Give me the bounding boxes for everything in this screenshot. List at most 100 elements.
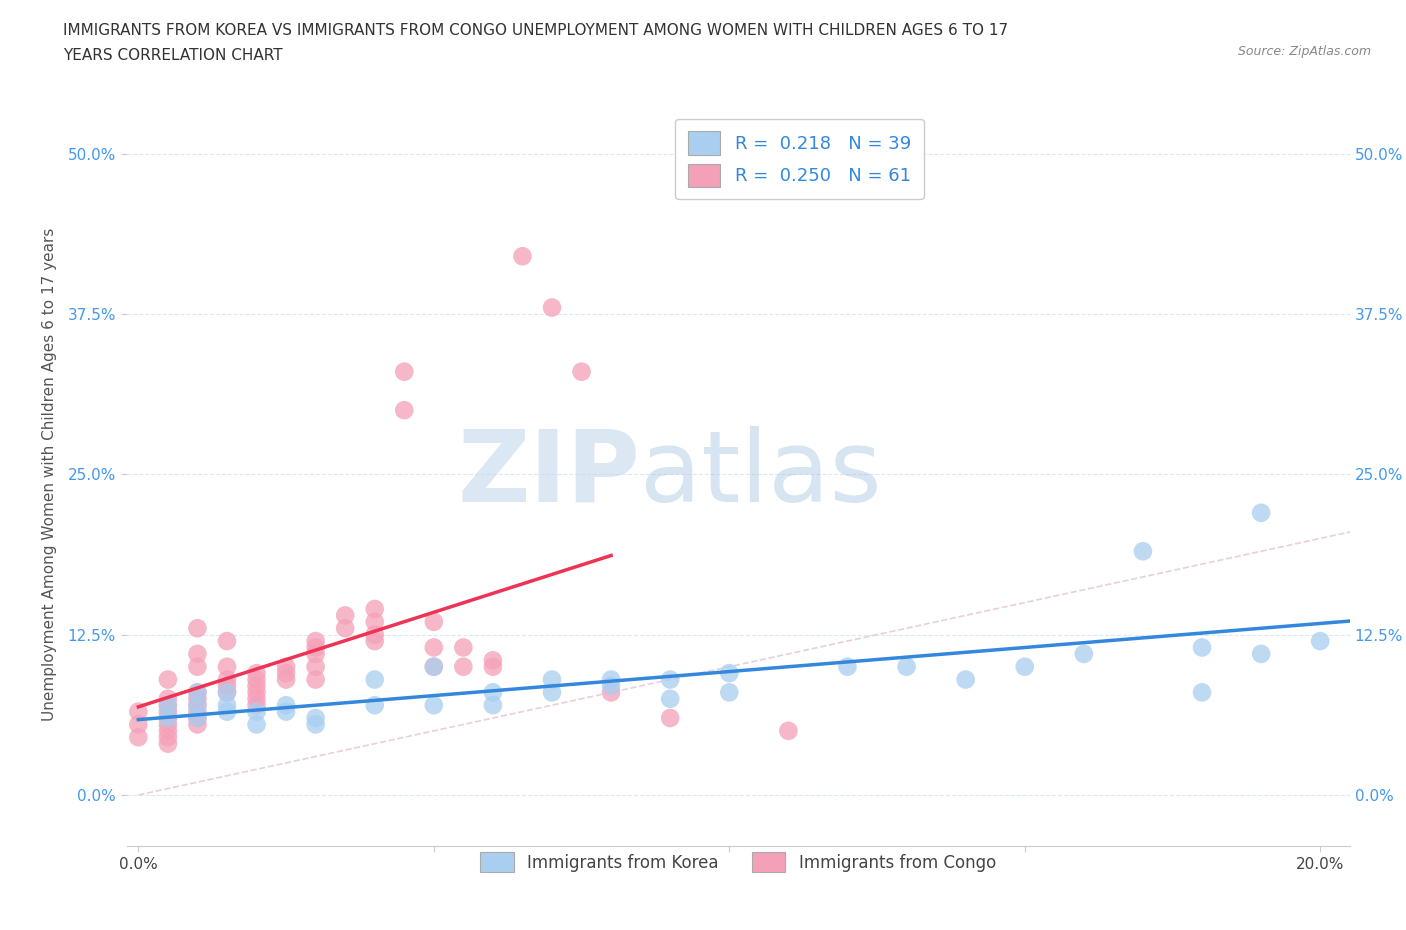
Point	[571, 365, 593, 379]
Point	[156, 717, 179, 732]
Point	[304, 633, 326, 648]
Point	[156, 711, 179, 725]
Point	[304, 659, 326, 674]
Point	[423, 615, 446, 630]
Point	[186, 646, 208, 661]
Point	[186, 704, 208, 719]
Text: Source: ZipAtlas.com: Source: ZipAtlas.com	[1237, 45, 1371, 58]
Point	[156, 737, 179, 751]
Point	[245, 672, 267, 687]
Point	[186, 691, 208, 706]
Point	[394, 365, 416, 379]
Point	[156, 698, 179, 712]
Point	[335, 621, 357, 636]
Point	[245, 717, 267, 732]
Point	[600, 684, 623, 699]
Point	[186, 684, 208, 699]
Point	[186, 711, 208, 725]
Point	[423, 640, 446, 655]
Point	[186, 711, 208, 725]
Point	[245, 691, 267, 706]
Point	[1309, 633, 1331, 648]
Point	[215, 633, 238, 648]
Point	[718, 684, 741, 699]
Point	[600, 679, 623, 694]
Legend: Immigrants from Korea, Immigrants from Congo: Immigrants from Korea, Immigrants from C…	[474, 845, 1002, 879]
Point	[1073, 646, 1095, 661]
Point	[364, 602, 387, 617]
Point	[245, 666, 267, 681]
Point	[1191, 640, 1213, 655]
Point	[186, 659, 208, 674]
Point	[156, 711, 179, 725]
Point	[541, 300, 564, 315]
Text: atlas: atlas	[640, 426, 882, 523]
Point	[896, 659, 918, 674]
Text: IMMIGRANTS FROM KOREA VS IMMIGRANTS FROM CONGO UNEMPLOYMENT AMONG WOMEN WITH CHI: IMMIGRANTS FROM KOREA VS IMMIGRANTS FROM…	[63, 23, 1008, 38]
Point	[274, 698, 297, 712]
Point	[955, 672, 977, 687]
Y-axis label: Unemployment Among Women with Children Ages 6 to 17 years: Unemployment Among Women with Children A…	[42, 228, 56, 721]
Point	[364, 672, 387, 687]
Point	[1250, 646, 1272, 661]
Point	[541, 672, 564, 687]
Point	[482, 684, 505, 699]
Point	[127, 730, 149, 745]
Point	[364, 615, 387, 630]
Text: YEARS CORRELATION CHART: YEARS CORRELATION CHART	[63, 48, 283, 63]
Point	[453, 640, 475, 655]
Point	[156, 691, 179, 706]
Point	[215, 684, 238, 699]
Point	[274, 672, 297, 687]
Point	[394, 403, 416, 418]
Point	[304, 646, 326, 661]
Point	[186, 698, 208, 712]
Point	[364, 698, 387, 712]
Point	[482, 698, 505, 712]
Point	[215, 704, 238, 719]
Point	[156, 698, 179, 712]
Point	[659, 672, 682, 687]
Point	[156, 704, 179, 719]
Point	[127, 704, 149, 719]
Point	[274, 666, 297, 681]
Text: ZIP: ZIP	[457, 426, 640, 523]
Point	[215, 698, 238, 712]
Point	[274, 704, 297, 719]
Point	[423, 659, 446, 674]
Point	[215, 672, 238, 687]
Point	[215, 684, 238, 699]
Point	[1132, 544, 1154, 559]
Point	[482, 659, 505, 674]
Point	[156, 672, 179, 687]
Point	[659, 691, 682, 706]
Point	[364, 633, 387, 648]
Point	[304, 717, 326, 732]
Point	[156, 730, 179, 745]
Point	[423, 659, 446, 674]
Point	[512, 249, 534, 264]
Point	[215, 679, 238, 694]
Point	[304, 672, 326, 687]
Point	[600, 672, 623, 687]
Point	[245, 704, 267, 719]
Point	[778, 724, 800, 738]
Point	[1250, 505, 1272, 520]
Point	[1191, 684, 1213, 699]
Point	[245, 684, 267, 699]
Point	[186, 684, 208, 699]
Point	[186, 698, 208, 712]
Point	[304, 640, 326, 655]
Point	[659, 711, 682, 725]
Point	[364, 627, 387, 642]
Point	[423, 698, 446, 712]
Point	[156, 724, 179, 738]
Point	[837, 659, 859, 674]
Point	[274, 659, 297, 674]
Point	[1014, 659, 1036, 674]
Point	[335, 608, 357, 623]
Point	[304, 711, 326, 725]
Point	[215, 659, 238, 674]
Point	[186, 717, 208, 732]
Point	[127, 717, 149, 732]
